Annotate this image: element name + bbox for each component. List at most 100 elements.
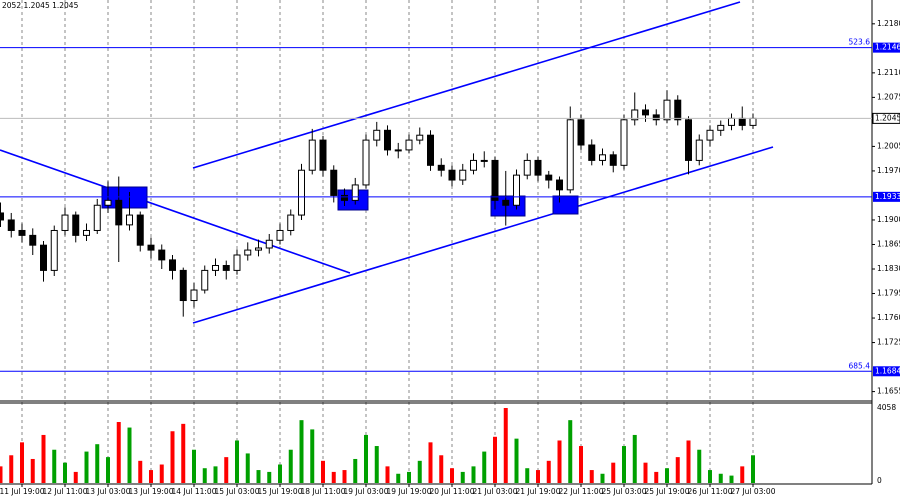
candle-body bbox=[298, 169, 305, 216]
volume-bar bbox=[471, 466, 476, 483]
candle-body bbox=[566, 119, 574, 191]
volume-bar bbox=[740, 466, 745, 483]
descending-line bbox=[0, 149, 351, 274]
volume-bar bbox=[106, 457, 110, 483]
candle-body bbox=[362, 139, 370, 186]
candle-body bbox=[491, 159, 499, 201]
y-tick-label: 1.1795 bbox=[877, 289, 900, 298]
candle-body bbox=[416, 134, 424, 141]
volume-bar bbox=[9, 455, 14, 483]
candle-body bbox=[599, 154, 606, 161]
volume-bar bbox=[611, 462, 616, 483]
volume-bar bbox=[697, 449, 702, 483]
channel-lower bbox=[192, 146, 774, 324]
candle-body bbox=[233, 254, 241, 271]
volume-bar bbox=[525, 468, 530, 483]
x-tick-label: 19 Jul 19:00 bbox=[387, 487, 432, 496]
volume-bar bbox=[41, 434, 46, 483]
candle-body bbox=[631, 109, 639, 121]
candle-body bbox=[480, 159, 488, 162]
candle-body bbox=[470, 159, 477, 171]
candle-body bbox=[534, 159, 542, 176]
box bbox=[552, 195, 579, 215]
candle-body bbox=[728, 117, 735, 126]
volume-bar bbox=[514, 438, 519, 483]
volume-bar bbox=[224, 457, 229, 483]
candle-body bbox=[72, 214, 80, 236]
volume-bar bbox=[181, 423, 186, 483]
x-tick-label: 13 Jul 03:00 bbox=[86, 487, 131, 496]
candle-body bbox=[212, 264, 219, 271]
y-tick-label: 1.1655 bbox=[877, 387, 900, 396]
box bbox=[101, 186, 148, 209]
candle-body bbox=[609, 154, 617, 166]
volume-bar bbox=[708, 470, 712, 483]
x-tick-label: 15 Jul 03:00 bbox=[215, 487, 260, 496]
volume-bar bbox=[235, 440, 239, 483]
candle-body bbox=[265, 239, 273, 249]
candle-body bbox=[577, 119, 585, 146]
y-tick-label: 1.1865 bbox=[877, 239, 900, 248]
channel-upper bbox=[192, 1, 741, 169]
candle-body bbox=[0, 212, 4, 221]
volume-bar bbox=[568, 420, 573, 483]
candle-body bbox=[287, 214, 295, 231]
volume-bar bbox=[482, 451, 487, 483]
candle-body bbox=[556, 179, 563, 191]
volume-tick-label: 0 bbox=[877, 476, 882, 485]
candle-body bbox=[513, 174, 520, 206]
volume-bar bbox=[417, 460, 422, 483]
volume-bar bbox=[589, 470, 594, 483]
candle-body bbox=[749, 117, 757, 126]
candle-body bbox=[695, 139, 703, 161]
volume-bar bbox=[718, 473, 723, 483]
volume-bar bbox=[73, 471, 78, 483]
volume-bar bbox=[138, 460, 143, 483]
y-tick-label: 1.2075 bbox=[877, 92, 900, 101]
volume-bar bbox=[364, 434, 368, 483]
level-tag: 523.6 bbox=[849, 38, 871, 47]
candle-body bbox=[104, 199, 112, 206]
header: 2052 1.2045 1.2045 bbox=[2, 1, 79, 10]
volume-bar bbox=[202, 468, 207, 483]
volume-bar bbox=[729, 475, 734, 483]
x-tick-label: 14 Jul 11:00 bbox=[172, 487, 217, 496]
candle-body bbox=[115, 199, 123, 226]
x-tick-label: 18 Jul 11:00 bbox=[301, 487, 346, 496]
volume-bar bbox=[267, 471, 272, 483]
candle-body bbox=[523, 159, 531, 176]
volume-bar bbox=[278, 464, 282, 483]
candle-body bbox=[663, 99, 671, 121]
volume-bar bbox=[245, 453, 250, 483]
x-tick-label: 25 Jul 19:00 bbox=[645, 487, 690, 496]
candle-body bbox=[169, 259, 176, 271]
volume-bar bbox=[299, 420, 304, 483]
candle-body bbox=[222, 264, 230, 271]
candle-body bbox=[126, 214, 133, 226]
volume-bar bbox=[52, 449, 57, 483]
candle-body bbox=[652, 114, 660, 121]
volume-bar bbox=[654, 471, 659, 483]
volume-bar bbox=[643, 462, 648, 483]
candle-body bbox=[179, 269, 187, 302]
level-price: 1.2146 bbox=[875, 43, 900, 52]
candle-body bbox=[341, 194, 348, 201]
candle-body bbox=[674, 99, 682, 121]
volume-bar bbox=[579, 446, 583, 483]
x-tick-label: 13 Jul 19:00 bbox=[129, 487, 174, 496]
volume-bar bbox=[95, 444, 100, 483]
candle-body bbox=[437, 164, 445, 171]
volume-bar bbox=[0, 466, 3, 483]
volume-tick-label: 4058 bbox=[877, 403, 896, 412]
candle-body bbox=[61, 214, 69, 231]
volume-bar bbox=[192, 449, 196, 483]
candle-body bbox=[448, 169, 456, 181]
candle-body bbox=[351, 184, 359, 201]
x-tick-label: 11 Jul 19:00 bbox=[0, 487, 45, 496]
y-tick-label: 1.2005 bbox=[877, 141, 900, 150]
volume-bar bbox=[256, 470, 261, 483]
volume-bar bbox=[632, 434, 637, 483]
candle-body bbox=[405, 139, 413, 151]
